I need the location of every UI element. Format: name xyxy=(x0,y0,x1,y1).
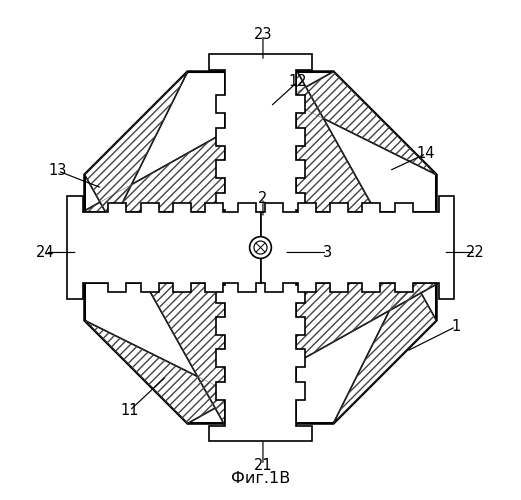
Polygon shape xyxy=(260,70,439,424)
Polygon shape xyxy=(82,70,437,248)
Text: 11: 11 xyxy=(120,403,139,418)
Polygon shape xyxy=(208,54,313,248)
Text: 1: 1 xyxy=(451,319,461,334)
Text: 23: 23 xyxy=(254,28,272,42)
Polygon shape xyxy=(260,196,454,300)
Text: Фиг.1В: Фиг.1В xyxy=(231,472,290,486)
Text: 2: 2 xyxy=(258,190,268,206)
Polygon shape xyxy=(82,72,260,426)
Polygon shape xyxy=(84,248,439,426)
Text: 24: 24 xyxy=(36,245,55,260)
Text: 22: 22 xyxy=(466,245,485,260)
Polygon shape xyxy=(67,196,260,300)
Polygon shape xyxy=(208,248,313,442)
Circle shape xyxy=(250,236,271,258)
Text: 3: 3 xyxy=(322,245,332,260)
Text: 21: 21 xyxy=(254,458,272,472)
Text: 13: 13 xyxy=(48,164,67,178)
Text: 12: 12 xyxy=(288,74,307,90)
Polygon shape xyxy=(84,72,437,424)
Text: 14: 14 xyxy=(417,146,436,161)
